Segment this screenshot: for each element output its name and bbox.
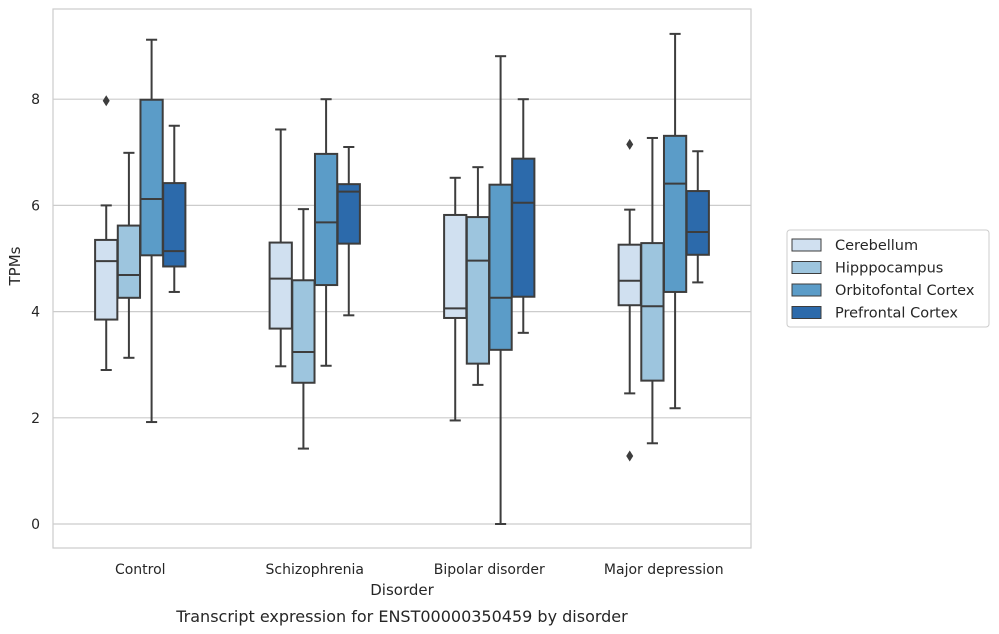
- legend-label: Cerebellum: [835, 238, 918, 254]
- plot-frame: [52, 8, 752, 549]
- x-tick-label: Major depression: [604, 562, 724, 578]
- box-series: [94, 32, 710, 525]
- box: [268, 241, 293, 330]
- y-axis-ticks: 0 2 4 6 8: [31, 92, 40, 533]
- x-tick-label: Bipolar disorder: [434, 562, 545, 578]
- y-tick-label: 6: [31, 198, 40, 214]
- box-group: [488, 55, 513, 525]
- box: [139, 98, 164, 257]
- y-tick-label: 4: [31, 305, 40, 321]
- legend-label: Hipppocampus: [835, 261, 943, 277]
- box-group: [685, 150, 710, 284]
- x-axis-label: Disorder: [370, 581, 434, 599]
- box: [511, 157, 536, 298]
- y-tick-label: 2: [31, 411, 40, 427]
- box-group: [662, 32, 688, 410]
- box-group: [617, 138, 642, 462]
- box: [291, 279, 316, 384]
- legend-swatch: [791, 283, 822, 297]
- box: [685, 190, 710, 256]
- box: [617, 243, 642, 307]
- box: [162, 182, 187, 268]
- box: [662, 134, 688, 293]
- box: [94, 238, 119, 321]
- box-group: [116, 151, 142, 359]
- legend-label: Orbitofontal Cortex: [835, 283, 975, 299]
- box-group: [336, 145, 361, 317]
- x-tick-label: Schizophrenia: [266, 562, 364, 578]
- legend-swatch: [791, 261, 822, 274]
- outlier-point: [626, 138, 634, 150]
- x-axis-ticks: Control Schizophrenia Bipolar disorder Majo…: [115, 562, 724, 578]
- box: [336, 183, 361, 245]
- box-group: [268, 128, 293, 368]
- box: [116, 224, 142, 299]
- y-tick-label: 0: [31, 517, 40, 533]
- box: [488, 183, 513, 351]
- box: [465, 216, 491, 365]
- x-tick-label: Control: [115, 562, 166, 578]
- y-tick-label: 8: [31, 92, 40, 108]
- box-group: [139, 38, 164, 424]
- box-group: [511, 98, 536, 334]
- legend-swatch: [791, 306, 822, 319]
- box-group: [640, 136, 665, 445]
- box-group: [443, 176, 468, 422]
- legend: Cerebellum Hipppocampus Orbitofontal Corte…: [786, 229, 990, 328]
- box-group: [291, 208, 316, 450]
- outlier-point: [626, 450, 634, 462]
- box-group: [94, 95, 119, 372]
- outlier-point: [102, 95, 110, 107]
- box: [443, 213, 468, 319]
- legend-swatch: [791, 238, 822, 252]
- y-axis-label: TPMs: [6, 246, 24, 286]
- box-group: [465, 166, 491, 386]
- box: [640, 242, 665, 382]
- legend-label: Prefrontal Cortex: [835, 306, 958, 322]
- legend-frame: [786, 229, 990, 328]
- chart-caption: Transcript expression for ENST0000035045…: [175, 607, 628, 626]
- box-group: [313, 98, 339, 367]
- box-group: [162, 124, 187, 293]
- box: [313, 152, 339, 287]
